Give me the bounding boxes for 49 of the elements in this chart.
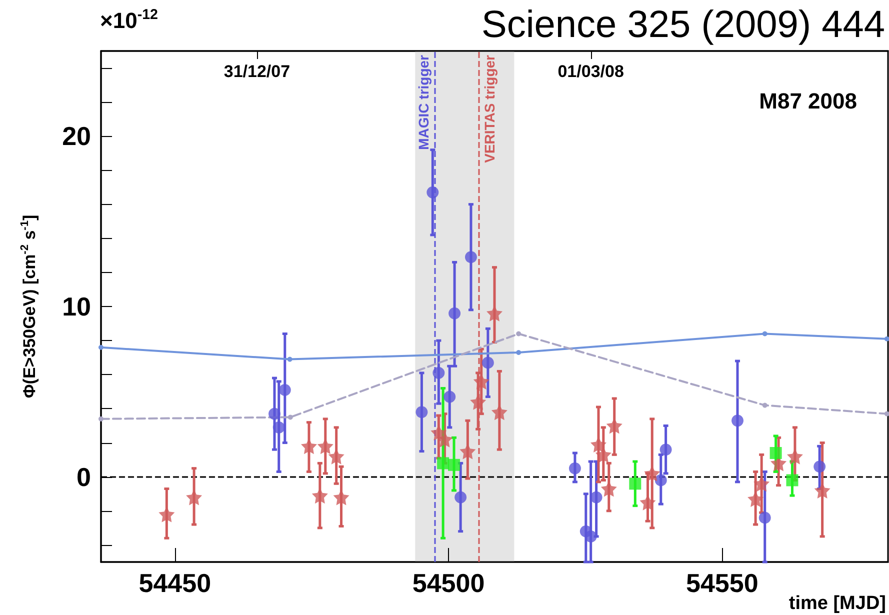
point bbox=[448, 458, 460, 471]
point bbox=[426, 186, 439, 198]
annotation: M87 2008 bbox=[759, 88, 858, 114]
point bbox=[786, 474, 798, 486]
point bbox=[660, 444, 672, 456]
y-axis-title: Φ(E>350GeV) [cm-2 s-1] bbox=[19, 214, 39, 398]
point bbox=[416, 406, 428, 418]
x-axis-title: time [MJD] bbox=[788, 593, 886, 614]
x-tick-label: 54450 bbox=[138, 568, 212, 598]
y-tick-label: 20 bbox=[62, 121, 91, 152]
point bbox=[814, 460, 826, 473]
point bbox=[884, 411, 889, 416]
point bbox=[758, 512, 771, 524]
x2-tick-label: 31/12/07 bbox=[224, 62, 290, 81]
point bbox=[98, 416, 104, 422]
point bbox=[762, 331, 768, 336]
point bbox=[516, 350, 522, 355]
point bbox=[272, 421, 285, 434]
point bbox=[437, 457, 450, 470]
y-tick-label: 0 bbox=[76, 462, 91, 492]
y-tick-label: 10 bbox=[62, 292, 91, 322]
point bbox=[568, 462, 581, 474]
point bbox=[770, 446, 782, 459]
x-tick-label: 54550 bbox=[686, 568, 758, 598]
point bbox=[288, 414, 293, 420]
x-tick-label: 54500 bbox=[412, 568, 485, 598]
point bbox=[732, 414, 744, 427]
point bbox=[444, 390, 456, 403]
point bbox=[312, 488, 328, 504]
point bbox=[278, 384, 291, 396]
text: Science 325 (2009) 444 bbox=[481, 4, 886, 46]
point bbox=[654, 474, 667, 486]
point bbox=[454, 491, 467, 504]
point bbox=[448, 307, 461, 320]
point bbox=[464, 251, 477, 264]
point bbox=[516, 331, 522, 336]
ref-line-label: VERITAS trigger bbox=[482, 54, 498, 163]
point bbox=[762, 402, 768, 408]
point bbox=[287, 356, 292, 362]
ref-line-label: MAGIC trigger bbox=[415, 54, 432, 150]
point bbox=[436, 431, 453, 448]
x2-tick-label: 01/03/08 bbox=[558, 62, 624, 81]
point bbox=[629, 478, 642, 490]
point bbox=[884, 336, 889, 342]
point bbox=[268, 408, 280, 420]
point bbox=[482, 356, 494, 369]
point bbox=[432, 366, 445, 379]
point bbox=[98, 344, 104, 350]
point bbox=[317, 438, 334, 454]
